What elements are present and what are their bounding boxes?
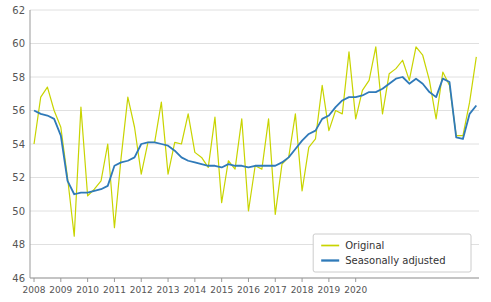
y-tick-label: 46 [12, 273, 25, 284]
lines [34, 47, 476, 236]
y-tick-label: 52 [12, 172, 25, 183]
grid-line [30, 77, 479, 78]
series-line [34, 47, 476, 236]
x-tick [87, 278, 88, 282]
y-tick-label: 62 [12, 5, 25, 16]
x-tick [248, 278, 249, 282]
x-tick [141, 278, 142, 282]
series-line [34, 77, 476, 194]
x-tick-label: 2012 [130, 285, 153, 295]
y-tick-label: 48 [12, 239, 25, 250]
y-tick-label: 50 [12, 206, 25, 217]
legend-swatch [321, 259, 339, 261]
x-tick-label: 2018 [291, 285, 314, 295]
x-tick [275, 278, 276, 282]
x-tick-label: 2015 [210, 285, 233, 295]
x-tick [168, 278, 169, 282]
x-tick-label: 2019 [317, 285, 340, 295]
x-axis-line [30, 278, 479, 279]
legend-box [313, 234, 471, 272]
x-tick-label: 2009 [49, 285, 72, 295]
x-tick-label: 2010 [76, 285, 99, 295]
grid-line [30, 278, 479, 279]
y-axis-line [30, 10, 31, 278]
y-tick-label: 56 [12, 105, 25, 116]
grid-line [30, 110, 479, 111]
x-tick [60, 278, 61, 282]
x-tick-label: 2017 [264, 285, 287, 295]
legend-label: Seasonally adjusted [345, 255, 445, 266]
grid-line [30, 43, 479, 44]
y-tick-label: 60 [12, 38, 25, 49]
legend: Original Seasonally adjusted [313, 234, 471, 272]
x-tick [34, 278, 35, 282]
x-tick-label: 2014 [183, 285, 206, 295]
grid-line [30, 144, 479, 145]
grid [30, 10, 479, 278]
legend-label: Original [345, 240, 384, 251]
x-tick [328, 278, 329, 282]
x-tick-label: 2016 [237, 285, 260, 295]
y-tick-label: 54 [12, 139, 25, 150]
x-tick [355, 278, 356, 282]
x-tick-label: 2011 [103, 285, 126, 295]
x-tick [194, 278, 195, 282]
x-tick [302, 278, 303, 282]
grid-line [30, 211, 479, 212]
legend-swatch [321, 245, 339, 247]
x-tick-label: 2008 [23, 285, 46, 295]
x-tick [114, 278, 115, 282]
x-tick [221, 278, 222, 282]
x-tick-label: 2020 [344, 285, 367, 295]
grid-line [30, 10, 479, 11]
grid-line [30, 177, 479, 178]
x-tick-label: 2013 [157, 285, 180, 295]
y-tick-label: 58 [12, 72, 25, 83]
chart: 46 48 50 52 54 56 58 60 62 20082009 2010 2011 2012 20… [0, 0, 491, 302]
